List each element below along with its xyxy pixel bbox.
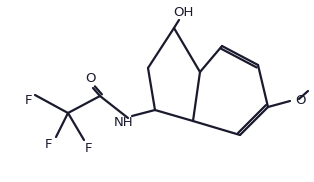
Text: O: O	[86, 72, 96, 84]
Text: NH: NH	[114, 116, 134, 128]
Text: OH: OH	[173, 5, 193, 19]
Text: F: F	[24, 94, 32, 106]
Text: F: F	[44, 139, 52, 151]
Text: O: O	[295, 94, 306, 108]
Text: F: F	[84, 141, 92, 155]
